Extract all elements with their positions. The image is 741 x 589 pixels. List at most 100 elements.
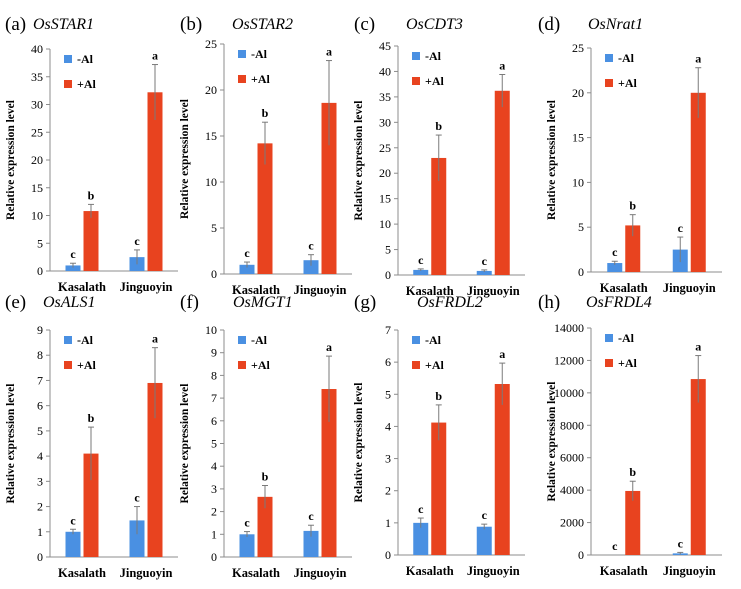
panel-label: (d) <box>538 14 560 35</box>
bar-plus-al-kasalath <box>431 157 447 275</box>
bar-plus-al-jinguoyin <box>321 389 337 557</box>
legend-swatch-plus-al <box>605 359 613 367</box>
significance-letter: b <box>435 389 442 403</box>
chart-panel-8: (h) OsFRDL4 Relative expression level 0 2000… <box>538 292 722 578</box>
y-axis-label: Relative expression level <box>546 100 558 220</box>
legend-label: -Al <box>618 331 635 345</box>
legend-label: -Al <box>425 49 442 63</box>
y-tick-label: 30 <box>31 98 43 112</box>
y-tick-label: 10 <box>572 175 584 189</box>
x-category-label: Kasalath <box>58 566 106 580</box>
y-tick-label: 10 <box>379 217 391 231</box>
significance-letter: b <box>262 106 269 120</box>
y-tick-label: 20 <box>31 153 43 167</box>
legend-swatch-minus-al <box>238 336 246 344</box>
y-tick-label: 0 <box>385 548 391 562</box>
legend-swatch-minus-al <box>64 336 72 344</box>
y-axis-label: Relative expression level <box>179 384 191 504</box>
legend-swatch-plus-al <box>238 75 246 83</box>
y-tick-label: 45 <box>379 39 391 53</box>
gene-title: OsMGT1 <box>233 294 293 311</box>
x-category-label: Kasalath <box>58 280 106 294</box>
legend-label: +Al <box>425 74 445 88</box>
y-axis-label: Relative expression level <box>353 383 365 503</box>
x-category-label: Jinguoyin <box>294 566 347 580</box>
significance-letter: a <box>499 58 505 72</box>
y-tick-label: 0 <box>578 548 584 562</box>
y-tick-label: 25 <box>31 125 43 139</box>
x-category-label: Jinguoyin <box>663 281 716 295</box>
chart-panel-1: (a) OsSTAR1 Relative expression level 0 5 10 1… <box>5 14 178 294</box>
y-tick-label: 2 <box>37 500 43 514</box>
gene-title: OsNrat1 <box>588 16 643 33</box>
bar-minus-al-kasalath <box>239 264 255 274</box>
legend-swatch-minus-al <box>412 336 420 344</box>
significance-letter: c <box>244 246 250 260</box>
significance-letter: a <box>152 49 158 63</box>
significance-letter: a <box>326 340 332 354</box>
legend-swatch-plus-al <box>605 79 613 87</box>
gene-title: OsSTAR2 <box>232 16 293 33</box>
bar-minus-al-jinguoyin <box>476 526 492 555</box>
bar-plus-al-kasalath <box>431 422 447 555</box>
y-tick-label: 3 <box>211 482 217 496</box>
y-tick-label: 12000 <box>554 353 584 367</box>
bar-minus-al-kasalath <box>607 263 623 272</box>
y-tick-label: 6 <box>385 355 391 369</box>
bar-minus-al-jinguoyin <box>303 530 319 557</box>
y-tick-label: 15 <box>379 192 391 206</box>
y-tick-label: 1 <box>211 527 217 541</box>
panel-label: (f) <box>180 292 199 313</box>
y-tick-label: 10000 <box>554 386 584 400</box>
legend-label: +Al <box>425 358 445 372</box>
bar-minus-al-kasalath <box>65 531 81 557</box>
panel-label: (c) <box>354 14 375 35</box>
y-tick-label: 40 <box>31 42 43 56</box>
panel-label: (h) <box>538 292 560 313</box>
y-tick-label: 0 <box>578 265 584 279</box>
y-tick-label: 15 <box>572 131 584 145</box>
y-axis-label: Relative expression level <box>5 384 17 504</box>
x-category-label: Kasalath <box>232 566 280 580</box>
y-tick-label: 4 <box>37 449 43 463</box>
y-tick-label: 9 <box>211 346 217 360</box>
y-tick-label: 10 <box>205 323 217 337</box>
bar-minus-al-jinguoyin <box>303 260 319 274</box>
legend-swatch-plus-al <box>412 361 420 369</box>
significance-letter: b <box>88 411 95 425</box>
chart-panel-5: (e) OsALS1 Relative expression level 0 1 2 3 4 5… <box>5 292 178 580</box>
x-category-label: Jinguoyin <box>467 564 520 578</box>
y-tick-label: 5 <box>211 437 217 451</box>
bar-minus-al-kasalath <box>413 269 429 275</box>
bar-plus-al-jinguoyin <box>147 92 163 271</box>
legend-label: +Al <box>618 76 638 90</box>
y-tick-label: 0 <box>37 264 43 278</box>
bar-plus-al-jinguoyin <box>494 90 510 275</box>
panel-label: (g) <box>354 292 376 313</box>
y-tick-label: 6 <box>37 399 43 413</box>
y-tick-label: 8 <box>37 348 43 362</box>
chart-panel-4: (d) OsNrat1 Relative expression level 0 5 10 1… <box>538 14 722 295</box>
x-category-label: Kasalath <box>406 284 454 298</box>
x-category-label: Kasalath <box>600 564 648 578</box>
y-tick-label: 9 <box>37 323 43 337</box>
y-tick-label: 25 <box>572 41 584 55</box>
significance-letter: c <box>70 513 76 527</box>
gene-title: OsALS1 <box>43 294 95 311</box>
chart-panel-6: (f) OsMGT1 Relative expression level 0 1 2 3 4 5… <box>179 292 352 580</box>
significance-letter: b <box>435 119 442 133</box>
significance-letter: c <box>308 509 314 523</box>
legend-label: -Al <box>77 52 94 66</box>
bar-minus-al-jinguoyin <box>129 520 145 557</box>
legend-label: -Al <box>618 51 635 65</box>
legend-swatch-minus-al <box>605 334 613 342</box>
significance-letter: b <box>262 469 269 483</box>
significance-letter: c <box>482 254 488 268</box>
x-category-label: Jinguoyin <box>467 284 520 298</box>
y-tick-label: 20 <box>205 83 217 97</box>
y-axis-label: Relative expression level <box>5 100 17 220</box>
legend-swatch-minus-al <box>412 52 420 60</box>
bar-plus-al-kasalath <box>625 225 641 272</box>
bar-plus-al-kasalath <box>83 211 99 271</box>
